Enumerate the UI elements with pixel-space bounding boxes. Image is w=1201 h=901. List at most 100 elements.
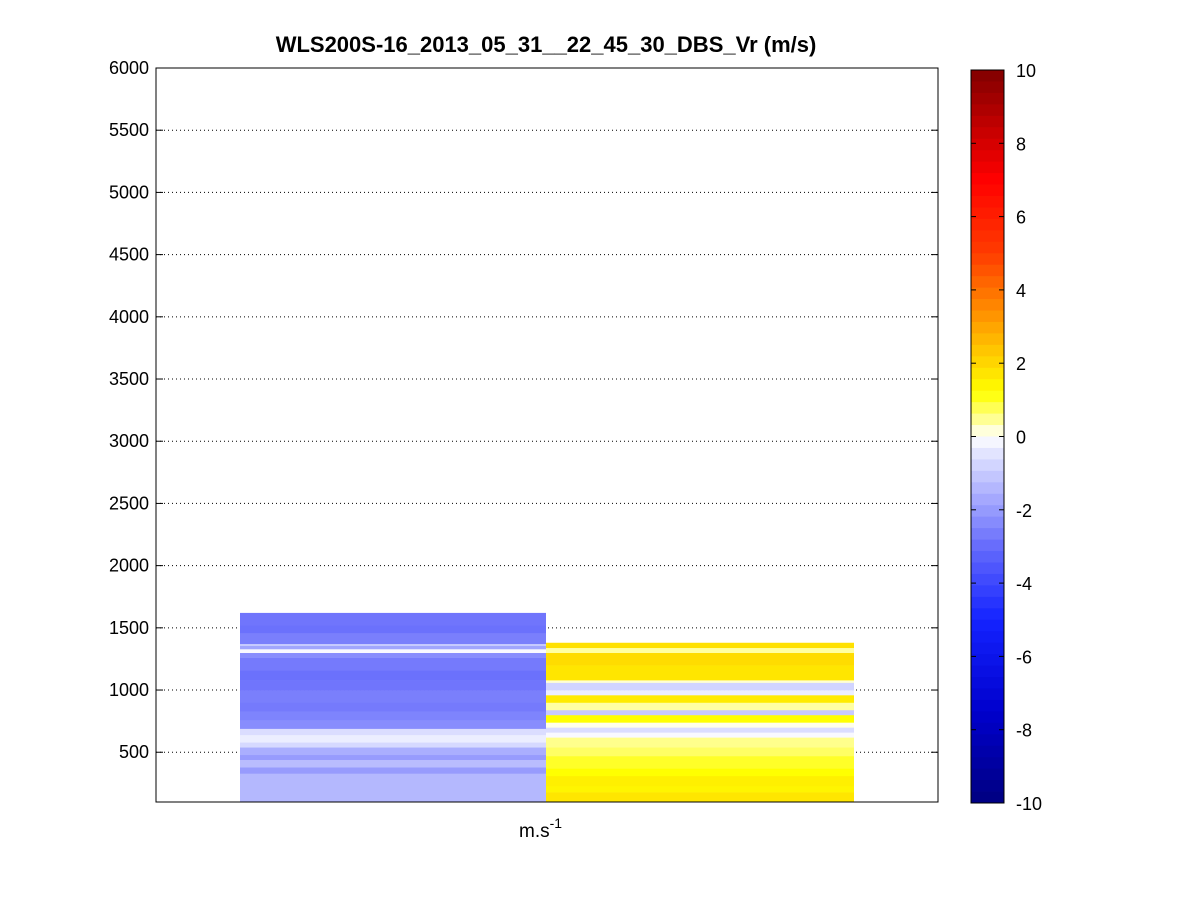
heatmap-cell	[546, 768, 854, 777]
colorbar-segment	[971, 516, 1004, 529]
colorbar-segment	[971, 436, 1004, 449]
colorbar-segment	[971, 791, 1004, 804]
colorbar-segment	[971, 425, 1004, 437]
colorbar-segment	[971, 780, 1004, 792]
heatmap-cell	[240, 690, 546, 703]
heatmap-cell	[240, 767, 546, 774]
colorbar-segment	[971, 562, 1004, 575]
heatmap-cell	[546, 785, 854, 793]
heatmap-cell	[546, 737, 854, 748]
colorbar-segment	[971, 390, 1004, 403]
heatmap-cell	[240, 719, 546, 729]
colorbar-segment	[971, 493, 1004, 506]
heatmap-cell	[240, 670, 546, 681]
heatmap-cell	[240, 644, 546, 646]
colorbar-tick-label: 4	[1016, 281, 1026, 301]
colorbar-segment	[971, 321, 1004, 334]
colorbar-segment	[971, 81, 1004, 94]
heatmap-cell	[240, 632, 546, 645]
y-tick-label: 4500	[109, 245, 149, 265]
colorbar-segment	[971, 70, 1004, 82]
y-tick-label: 1000	[109, 680, 149, 700]
heatmap-cell	[240, 773, 546, 803]
colorbar-segment	[971, 596, 1004, 609]
y-tick-label: 5000	[109, 182, 149, 202]
colorbar-segment	[971, 161, 1004, 174]
heatmap-cell	[546, 727, 854, 733]
colorbar-segment	[971, 264, 1004, 277]
y-tick-label: 4000	[109, 307, 149, 327]
heatmap-cell	[240, 759, 546, 768]
colorbar-segment	[971, 470, 1004, 483]
heatmap-cell	[546, 775, 854, 787]
colorbar-tick-label: 8	[1016, 134, 1026, 154]
colorbar-segment	[971, 150, 1004, 163]
heatmap-cell	[240, 652, 546, 658]
colorbar-tick-label: -6	[1016, 647, 1032, 667]
colorbar-tick-label: -10	[1016, 794, 1042, 814]
colorbar-segment	[971, 241, 1004, 254]
heatmap-cell	[240, 734, 546, 743]
y-tick-label: 500	[119, 742, 149, 762]
plot-frame	[155, 67, 939, 803]
colorbar-segment	[971, 631, 1004, 644]
heatmap-cell	[546, 747, 854, 757]
x-axis-label-exponent: -1	[550, 815, 563, 831]
colorbar-segment	[971, 356, 1004, 369]
colorbar-segment	[971, 711, 1004, 724]
colorbar-tick-label: 0	[1016, 428, 1026, 448]
colorbar-segment	[971, 402, 1004, 414]
colorbar-segment	[971, 230, 1004, 243]
colorbar-segment	[971, 253, 1004, 266]
colorbar-segment	[971, 654, 1004, 666]
x-axis-label: m.s-1	[519, 815, 562, 842]
heatmap-cell	[240, 747, 546, 756]
colorbar-tick-label: -8	[1016, 721, 1032, 741]
heatmap-cell	[546, 642, 854, 649]
heatmap-cell	[546, 665, 854, 681]
colorbar-segment	[971, 218, 1004, 231]
colorbar-segment	[971, 768, 1004, 781]
colorbar-segment	[971, 551, 1004, 563]
colorbar-segment	[971, 138, 1004, 151]
colorbar-tick-label: 6	[1016, 208, 1026, 228]
heatmap-cell	[546, 695, 854, 703]
colorbar-segment	[971, 665, 1004, 678]
heatmap-cell	[546, 682, 854, 691]
colorbar-tick-label: 10	[1016, 61, 1036, 81]
y-tick-label: 2500	[109, 493, 149, 513]
heatmap-cell	[240, 657, 546, 671]
heatmap-cell	[546, 755, 854, 769]
heatmap-cell	[240, 711, 546, 721]
colorbar-segment	[971, 115, 1004, 128]
y-tick-label: 1500	[109, 618, 149, 638]
colorbar	[970, 69, 1005, 804]
colorbar-segment	[971, 276, 1004, 289]
y-tick-label: 5500	[109, 120, 149, 140]
colorbar-segment	[971, 722, 1004, 735]
colorbar-segment	[971, 367, 1004, 380]
colorbar-segment	[971, 344, 1004, 357]
y-tick-label: 3500	[109, 369, 149, 389]
heatmap-cell	[240, 625, 546, 634]
colorbar-segment	[971, 688, 1004, 701]
colorbar-segment	[971, 379, 1004, 392]
heatmap-cell	[546, 652, 854, 666]
colorbar-segment	[971, 173, 1004, 185]
x-axis-label-base: m.s	[519, 821, 550, 842]
colorbar-segment	[971, 619, 1004, 632]
colorbar-segment	[971, 207, 1004, 220]
y-tick-label: 2000	[109, 556, 149, 576]
colorbar-segment	[971, 195, 1004, 208]
heatmap-cell	[546, 709, 854, 716]
heatmap-cell	[546, 732, 854, 738]
heatmap-cell	[240, 742, 546, 748]
y-tick-label: 3000	[109, 431, 149, 451]
heatmap-cell	[240, 680, 546, 691]
colorbar-segment	[971, 459, 1004, 472]
colorbar-segment	[971, 539, 1004, 552]
colorbar-segment	[971, 287, 1004, 300]
colorbar-segment	[971, 528, 1004, 540]
heatmap-cells	[240, 612, 854, 803]
